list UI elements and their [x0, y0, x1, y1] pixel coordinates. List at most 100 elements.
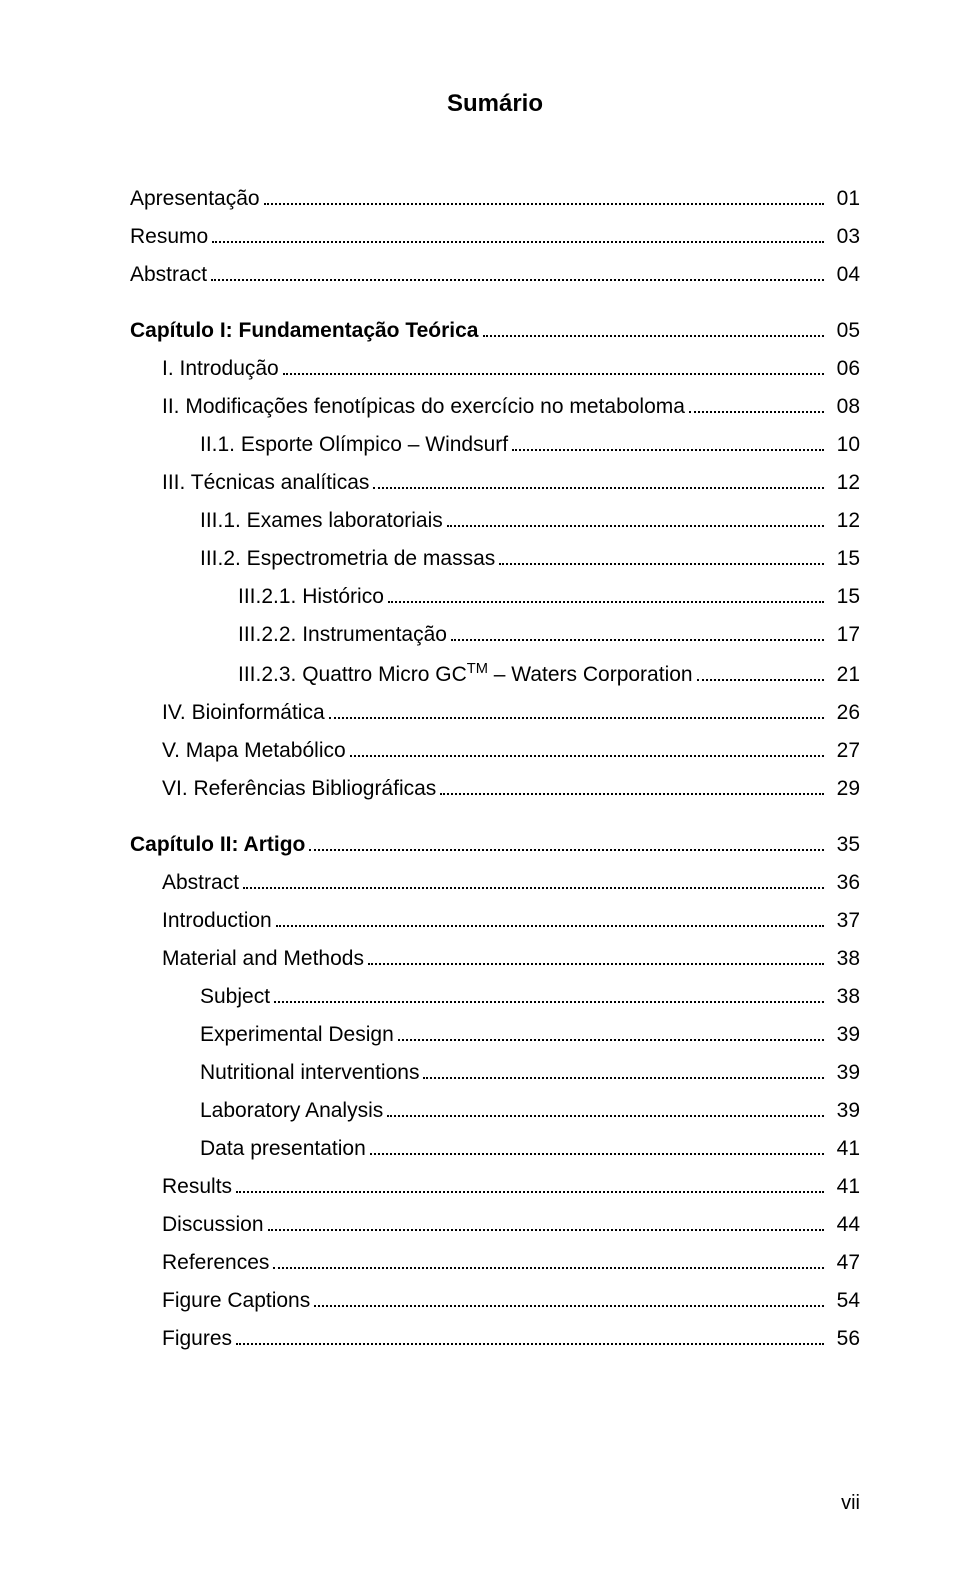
toc-label: III. Técnicas analíticas	[130, 472, 369, 493]
toc-label: Subject	[130, 986, 270, 1007]
toc-leader	[268, 1229, 824, 1231]
toc-leader	[309, 849, 824, 851]
toc-leader	[370, 1153, 824, 1155]
toc-page: 04	[828, 264, 860, 285]
toc-label: V. Mapa Metabólico	[130, 740, 346, 761]
toc-row: Resumo03	[130, 226, 860, 248]
toc-label: IV. Bioinformática	[130, 702, 325, 723]
toc-label: II.1. Esporte Olímpico – Windsurf	[130, 434, 508, 455]
toc-leader	[451, 639, 824, 641]
toc-page: 17	[828, 624, 860, 645]
toc-label: VI. Referências Bibliográficas	[130, 778, 436, 799]
toc-leader	[350, 755, 824, 757]
toc-row: Experimental Design 39	[130, 1024, 860, 1046]
toc-leader	[236, 1343, 824, 1345]
toc-label: Data presentation	[130, 1138, 366, 1159]
toc-row: Introduction 37	[130, 910, 860, 932]
toc-page: 06	[828, 358, 860, 379]
toc-leader	[274, 1001, 824, 1003]
toc-row: III.2.3. Quattro Micro GCTM – Waters Cor…	[130, 662, 860, 686]
toc-label: III.1. Exames laboratoriais	[130, 510, 443, 531]
toc-label: Discussion	[130, 1214, 264, 1235]
toc-row: Figures56	[130, 1328, 860, 1350]
toc-row: III. Técnicas analíticas 12	[130, 472, 860, 494]
toc-label: Apresentação	[130, 188, 260, 209]
toc-label: Abstract	[130, 872, 239, 893]
toc-leader	[483, 335, 825, 337]
toc-leader	[388, 601, 824, 603]
toc-page: 12	[828, 510, 860, 531]
page-title: Sumário	[130, 90, 860, 118]
table-of-contents: Apresentação 01 Resumo03 Abstract 04 Capítulo…	[130, 188, 860, 1350]
toc-label: III.2.2. Instrumentação	[130, 624, 447, 645]
toc-leader	[314, 1305, 824, 1307]
toc-page: 15	[828, 548, 860, 569]
toc-label: I. Introdução	[130, 358, 279, 379]
toc-page: 39	[828, 1100, 860, 1121]
toc-leader	[697, 679, 824, 681]
toc-label: Resumo	[130, 226, 208, 247]
toc-page: 12	[828, 472, 860, 493]
toc-label: III.2.1. Histórico	[130, 586, 384, 607]
toc-page: 37	[828, 910, 860, 931]
toc-page: 39	[828, 1062, 860, 1083]
toc-row: Capítulo II: Artigo35	[130, 834, 860, 856]
toc-leader	[499, 563, 824, 565]
toc-leader	[236, 1191, 824, 1193]
toc-page: 15	[828, 586, 860, 607]
toc-row: References47	[130, 1252, 860, 1274]
toc-leader	[440, 793, 824, 795]
toc-page: 05	[828, 320, 860, 341]
toc-page: 44	[828, 1214, 860, 1235]
toc-row: Material and Methods 38	[130, 948, 860, 970]
toc-page: 29	[828, 778, 860, 799]
toc-leader	[243, 887, 824, 889]
toc-row: Data presentation 41	[130, 1138, 860, 1160]
toc-row: Discussion 44	[130, 1214, 860, 1236]
toc-leader	[368, 963, 824, 965]
toc-leader	[423, 1077, 824, 1079]
toc-row: V. Mapa Metabólico27	[130, 740, 860, 762]
toc-row: Figure Captions 54	[130, 1290, 860, 1312]
toc-label: III.2. Espectrometria de massas	[130, 548, 495, 569]
toc-leader	[211, 279, 824, 281]
toc-leader	[212, 241, 824, 243]
toc-row: Abstract 04	[130, 264, 860, 286]
page: Sumário Apresentação 01 Resumo03 Abstract 04…	[0, 0, 960, 1575]
toc-leader	[373, 487, 824, 489]
toc-page: 54	[828, 1290, 860, 1311]
toc-leader	[329, 717, 824, 719]
toc-leader	[447, 525, 824, 527]
toc-page: 10	[828, 434, 860, 455]
toc-leader	[264, 203, 824, 205]
toc-label: Nutritional interventions	[130, 1062, 419, 1083]
toc-label: Abstract	[130, 264, 207, 285]
toc-row: III.2. Espectrometria de massas 15	[130, 548, 860, 570]
toc-leader	[283, 373, 824, 375]
toc-row: Nutritional interventions 39	[130, 1062, 860, 1084]
toc-label: Results	[130, 1176, 232, 1197]
toc-page: 38	[828, 948, 860, 969]
toc-label: Material and Methods	[130, 948, 364, 969]
toc-label: Figure Captions	[130, 1290, 310, 1311]
toc-leader	[276, 925, 824, 927]
toc-row: III.2.1. Histórico 15	[130, 586, 860, 608]
toc-page: 41	[828, 1138, 860, 1159]
toc-row: Subject 38	[130, 986, 860, 1008]
toc-label: Experimental Design	[130, 1024, 394, 1045]
toc-row: Capítulo I: Fundamentação Teórica05	[130, 320, 860, 342]
toc-page: 39	[828, 1024, 860, 1045]
toc-page: 21	[828, 664, 860, 685]
toc-row: III.2.2. Instrumentação 17	[130, 624, 860, 646]
toc-row: Laboratory Analysis39	[130, 1100, 860, 1122]
toc-leader	[398, 1039, 824, 1041]
toc-page: 38	[828, 986, 860, 1007]
toc-page: 01	[828, 188, 860, 209]
toc-label: II. Modificações fenotípicas do exercíci…	[130, 396, 685, 417]
toc-label: Figures	[130, 1328, 232, 1349]
toc-page: 08	[828, 396, 860, 417]
toc-row: Apresentação 01	[130, 188, 860, 210]
toc-label: III.2.3. Quattro Micro GCTM – Waters Cor…	[130, 662, 693, 685]
toc-label: Introduction	[130, 910, 272, 931]
toc-page: 41	[828, 1176, 860, 1197]
